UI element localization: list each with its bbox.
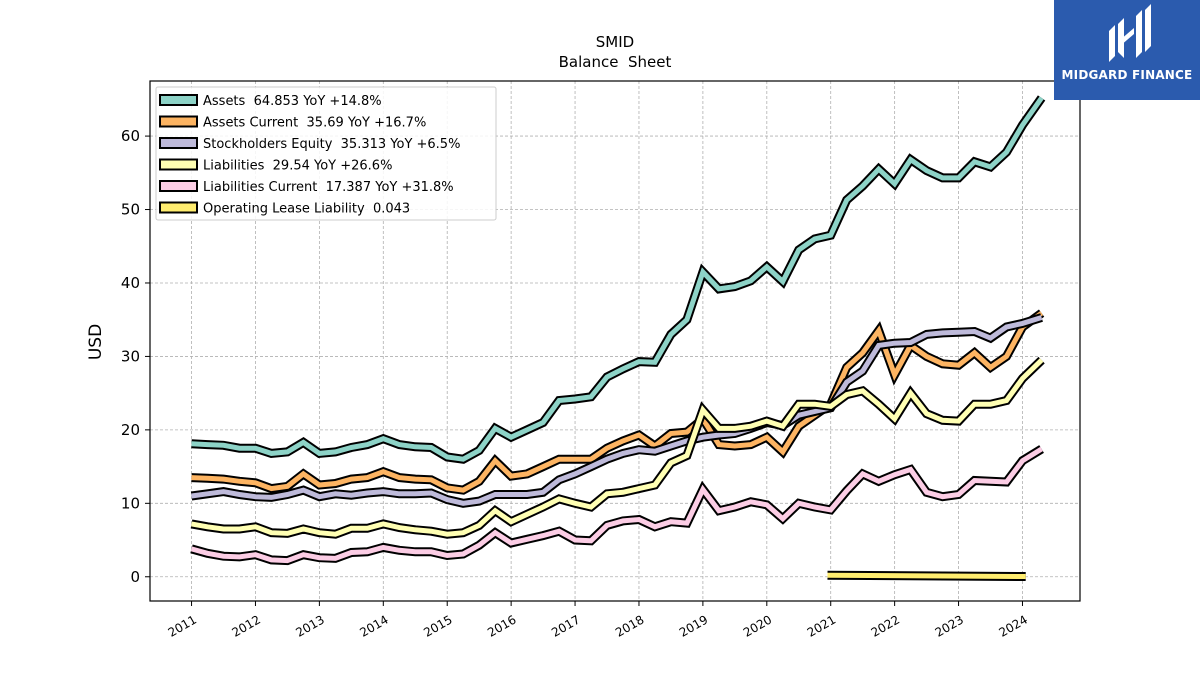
brand-name: MIDGARD FINANCE xyxy=(1061,68,1193,82)
legend-swatch xyxy=(159,201,198,214)
y-tick-label: 60 xyxy=(121,127,140,145)
y-axis-label: USD xyxy=(86,324,106,360)
x-tick-label: 2012 xyxy=(230,612,263,639)
legend-label: Liabilities 29.54 YoY +26.6% xyxy=(203,159,392,174)
x-tick-label: 2018 xyxy=(613,612,646,639)
x-tick-label: 2019 xyxy=(677,612,710,639)
y-tick-label: 50 xyxy=(121,201,140,219)
x-tick-label: 2021 xyxy=(805,612,838,639)
x-tick-label: 2015 xyxy=(421,612,454,639)
legend-swatch xyxy=(159,115,198,128)
series-stroke xyxy=(190,446,1043,564)
y-tick-label: 30 xyxy=(121,347,140,365)
legend-label: Assets Current 35.69 YoY +16.7% xyxy=(203,116,426,131)
legend-label: Liabilities Current 17.387 YoY +31.8% xyxy=(203,180,454,195)
legend-label: Assets 64.853 YoY +14.8% xyxy=(203,94,382,109)
series-line xyxy=(190,356,1045,539)
legend-label: Operating Lease Liability 0.043 xyxy=(203,202,410,217)
series-stroke xyxy=(191,315,1043,506)
series-stroke xyxy=(191,311,1044,493)
x-tick-label: 2022 xyxy=(869,612,902,639)
x-tick-label: 2024 xyxy=(997,612,1030,639)
series-line xyxy=(827,570,1026,581)
series-line xyxy=(190,313,1043,508)
plot-frame xyxy=(149,80,1081,602)
x-tick-label: 2014 xyxy=(357,612,390,639)
legend-swatch xyxy=(159,137,198,149)
x-tick-label: 2011 xyxy=(166,612,199,639)
x-tick-label: 2016 xyxy=(485,612,518,639)
series-stroke xyxy=(827,572,1026,579)
legend-box xyxy=(155,86,497,221)
legend-swatch xyxy=(159,180,198,192)
chart-title: SMID xyxy=(596,33,634,51)
x-tick-label: 2017 xyxy=(549,612,582,639)
series-lines xyxy=(190,95,1046,581)
x-tick-label: 2013 xyxy=(293,612,326,639)
brand-emblem-icon xyxy=(1109,4,1151,62)
series-stroke xyxy=(191,358,1044,537)
brand-logo: MIDGARD FINANCE xyxy=(1054,0,1200,100)
series-line xyxy=(190,445,1044,566)
series-stroke xyxy=(191,96,1044,462)
y-tick-label: 40 xyxy=(121,274,140,292)
x-tick-label: 2020 xyxy=(741,612,774,639)
legend-label: Stockholders Equity 35.313 YoY +6.5% xyxy=(203,137,460,152)
chart-subtitle: Balance Sheet xyxy=(559,53,672,71)
y-tick-label: 20 xyxy=(121,421,140,439)
legend-swatch xyxy=(159,94,198,106)
y-tick-label: 0 xyxy=(130,568,140,586)
legend-swatch xyxy=(159,158,198,171)
legend: Assets 64.853 YoY +14.8% Assets Current 3… xyxy=(155,86,497,221)
x-tick-label: 2023 xyxy=(933,612,966,639)
y-tick-label: 10 xyxy=(121,494,140,512)
series-line xyxy=(191,309,1045,495)
series-line xyxy=(191,95,1046,464)
